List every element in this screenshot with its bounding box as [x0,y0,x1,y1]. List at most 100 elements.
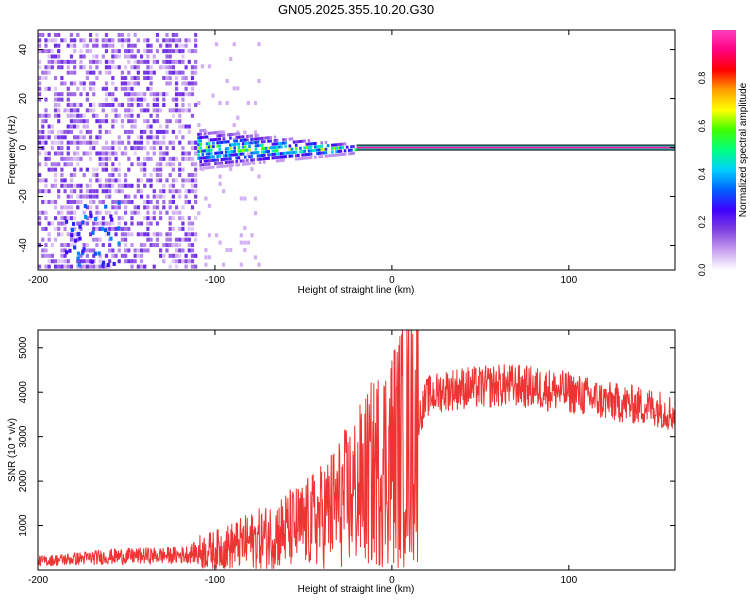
heatmap-cell [57,232,61,237]
heatmap-cell [123,81,128,86]
heatmap-cell [250,134,253,138]
heatmap-cell [235,139,239,143]
heatmap-cell [155,178,160,183]
heatmap-cell [69,205,74,210]
heatmap-cell [187,151,191,156]
heatmap-cell [73,43,77,48]
heatmap-cell [243,162,247,166]
heatmap-cell [95,194,99,199]
heatmap-cell [243,130,247,135]
heatmap-cell [53,183,58,188]
heatmap-cell [69,162,74,167]
heatmap-cell [314,145,317,149]
heatmap-cell [181,205,185,210]
heatmap-cell [133,205,137,210]
heatmap-cell [120,119,125,124]
heatmap-cell [133,248,137,253]
heatmap-cell [53,108,58,113]
heatmap-cell [159,216,163,221]
heatmap-cell [82,264,86,269]
heatmap-cell [235,132,239,136]
heatmap-cell [187,248,191,253]
heatmap-cell [88,205,93,210]
heatmap-cell [267,153,270,157]
heatmap-cell [178,243,182,248]
heatmap-cell [149,173,153,178]
heatmap-cell [168,108,172,113]
heatmap-cell [335,146,338,150]
heatmap-cell [303,139,307,143]
heatmap-cell [88,102,93,107]
heatmap-cell [109,236,113,241]
heatmap-cell [136,65,140,70]
heatmap-cell [130,259,134,264]
heatmap-cell [184,199,188,204]
heatmap-cell [207,148,211,152]
heatmap-cell [73,49,77,54]
heatmap-cell [88,81,93,86]
heatmap-cell [220,161,224,165]
heatmap-cell [104,253,109,258]
heatmap-cell [162,183,166,188]
heatmap-cell [273,145,277,149]
heatmap-cell [136,189,140,194]
heatmap-cell [203,128,207,132]
heatmap-cell [139,102,144,107]
heatmap-cell [209,152,213,156]
heatmap-cell [256,140,260,144]
heatmap-cell [57,59,61,64]
heatmap-cell [146,43,150,48]
heatmap-cell [51,270,54,274]
heatmap-cell [162,97,166,102]
heatmap-cell [341,152,345,156]
heatmap-cell [243,196,247,201]
heatmap-cell [133,194,137,199]
heatmap-cell [209,138,213,142]
heatmap-cell [130,65,134,70]
heatmap-cell [117,32,121,37]
heatmap-cell [205,162,209,166]
heatmap-cell [44,199,48,204]
heatmap-cell [184,237,188,242]
heatmap-cell [152,119,156,124]
heatmap-cell [146,205,150,210]
heatmap-cell [250,141,253,145]
heatmap-cell [111,119,115,124]
heatmap-cell [79,264,83,269]
heatmap-cell [241,149,245,153]
heatmap-cell [339,153,343,157]
heatmap-cell [120,199,125,204]
heatmap-cell [88,70,93,75]
heatmap-cell [333,143,336,147]
heatmap-cell [280,152,283,156]
heatmap-cell [53,86,58,91]
heatmap-cell [194,43,198,48]
heatmap-cell [252,158,256,162]
heatmap-cell [130,113,134,118]
heatmap-cell [79,119,83,124]
heatmap-cell [44,38,48,43]
heatmap-cell [152,97,156,102]
heatmap-cell [47,237,51,242]
heatmap-cell [82,151,86,156]
heatmap-cell [314,148,317,152]
heatmap-cell [341,146,345,150]
heatmap-cell [165,76,169,81]
heatmap-cell [226,157,230,161]
heatmap-cell [265,146,268,150]
heatmap-cell [211,93,215,98]
heatmap-cell [123,108,128,113]
heatmap-cell [133,119,137,124]
heatmap-cell [190,189,195,194]
heatmap-cell [229,167,233,172]
heatmap-cell [98,210,102,215]
heatmap-cell [239,159,243,163]
heatmap-cell [85,140,89,145]
heatmap-cell [171,162,175,167]
heatmap-cell [299,139,302,143]
heatmap-cell [57,54,61,59]
heatmap-cell [95,65,99,70]
heatmap-cell [108,156,112,161]
heatmap-cell [127,156,131,161]
heatmap-cell [73,119,77,124]
